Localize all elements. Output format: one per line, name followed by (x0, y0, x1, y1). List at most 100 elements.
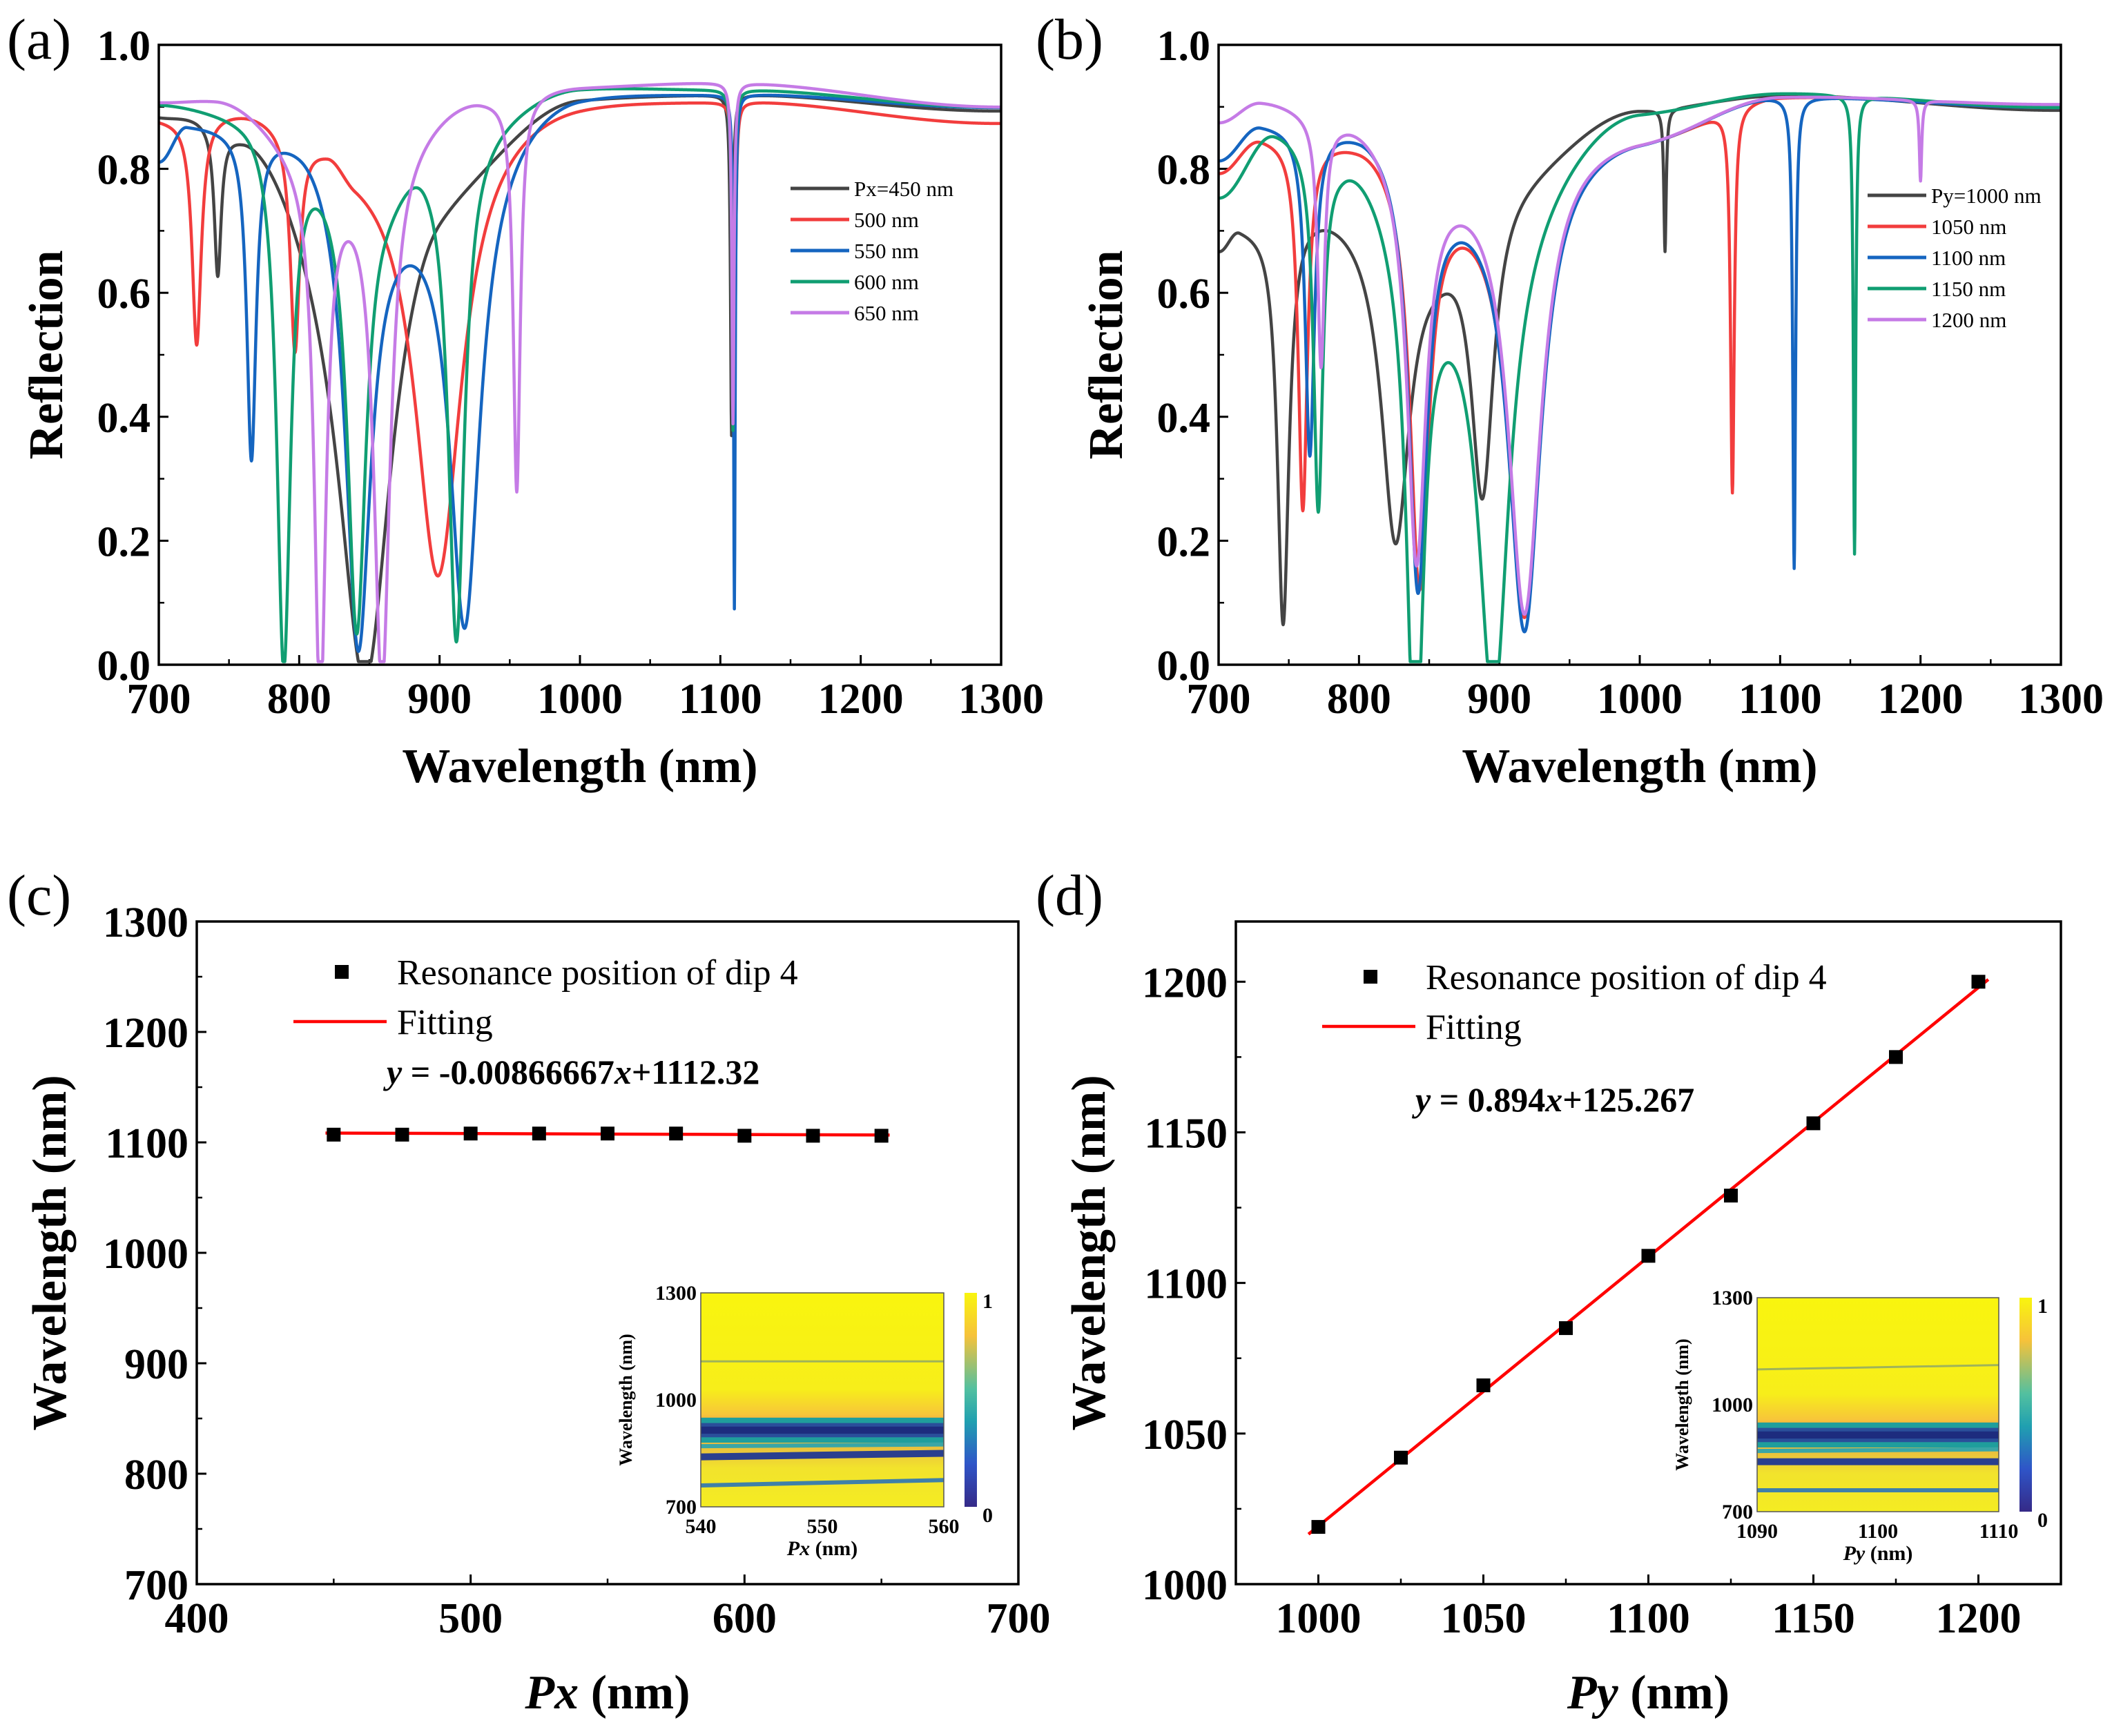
inset-x-tick: 560 (929, 1515, 960, 1538)
inset-y-label: Wavelength (nm) (1672, 1338, 1692, 1470)
legend-entry-0: Py=1000 nm (1931, 184, 2042, 208)
fit-equation-x: x (614, 1053, 632, 1091)
y-tick-label: 0.6 (97, 271, 151, 318)
y-tick-label: 0.0 (1157, 643, 1211, 690)
y-axis-label: Reflection (20, 250, 73, 459)
data-point (1559, 1321, 1573, 1336)
x-tick-label: 600 (713, 1595, 777, 1642)
inset-x-tick: 1090 (1736, 1520, 1778, 1543)
inset-band (1757, 1447, 1999, 1454)
data-point (737, 1129, 752, 1143)
data-point (1641, 1249, 1656, 1263)
series-line-1 (159, 101, 1001, 578)
y-tick-label: 0.0 (97, 643, 151, 690)
panel-label: (d) (1036, 864, 1103, 928)
legend-entry-1: 500 nm (854, 208, 919, 232)
data-point (669, 1127, 684, 1141)
y-tick-label: 1100 (105, 1120, 188, 1167)
plot-area (159, 81, 1001, 663)
x-axis-label: Py (nm) (1567, 1666, 1730, 1719)
y-tick-label: 0.8 (1157, 147, 1211, 194)
inset-x-tick: 540 (686, 1515, 717, 1538)
x-tick-label: 700 (987, 1595, 1051, 1642)
data-point (874, 1129, 889, 1143)
series-line-4 (1219, 95, 2061, 616)
legend-entry-4: 650 nm (854, 301, 919, 325)
inset-band (701, 1442, 944, 1449)
inset-colorbar (2019, 1298, 2032, 1512)
panel-d: (d) 1000 1050 1100 1150 1200 1000 1050 1100 1150 1… (1036, 864, 2062, 1719)
y-tick-label: 0.4 (1157, 395, 1211, 442)
y-tick-label: 1150 (1144, 1110, 1228, 1157)
x-axis-label: Wavelength (nm) (1462, 740, 1817, 793)
inset-x-label-var: Py (1843, 1542, 1866, 1565)
panel-b: (b) 700 800 900 1000 1100 1200 1300 0.0 0.2 0.4 0.6… (1036, 8, 2104, 793)
y-tick-label: 0.8 (97, 147, 151, 194)
series-line-3 (1219, 92, 2061, 663)
y-tick-label: 700 (124, 1562, 188, 1609)
colorbar-max-label: 1 (2037, 1295, 2048, 1318)
y-tick-label: 1200 (1142, 959, 1228, 1006)
y-tick-label: 1.0 (97, 23, 151, 70)
inset-x-label-unit: (nm) (1865, 1542, 1912, 1565)
data-point (1724, 1189, 1738, 1203)
plot-area (325, 1127, 890, 1143)
data-point (1806, 1116, 1821, 1131)
data-point (1889, 1050, 1903, 1064)
x-tick-label: 1200 (1936, 1595, 2022, 1642)
x-tick-label: 1200 (1878, 676, 1964, 723)
series-line-1 (1219, 96, 2061, 619)
x-tick-label: 1000 (1276, 1595, 1362, 1642)
legend-markers-label: Resonance position of dip 4 (1426, 958, 1827, 997)
inset-colorbar (965, 1293, 977, 1507)
y-axis-label: Wavelength (nm) (1063, 1075, 1116, 1430)
data-point (601, 1127, 614, 1141)
plot-frame (195, 920, 1020, 1586)
x-tick-label: 400 (165, 1595, 229, 1642)
inset-frame (1756, 1297, 1999, 1512)
y-tick-label: 800 (124, 1452, 188, 1499)
inset-bg (701, 1293, 944, 1507)
x-tick-label: 1100 (679, 676, 762, 723)
inset-heatmap: 1 0 540 550 560 700 1000 1300 Px (nm) Wavelength … (616, 1282, 993, 1560)
x-tick-label: 900 (407, 676, 472, 723)
inset-y-tick: 1300 (655, 1282, 697, 1305)
x-tick-label: 800 (267, 676, 331, 723)
plot-area (1219, 92, 2061, 663)
fit-equation: y = -0.00866667x+1112.32 (383, 1053, 759, 1091)
colorbar-min-label: 0 (982, 1504, 993, 1527)
inset-y-label: Wavelength (nm) (616, 1334, 636, 1465)
inset-y-tick: 700 (1722, 1501, 1753, 1523)
x-tick-label: 1300 (958, 676, 1044, 723)
x-tick-label: 500 (438, 1595, 503, 1642)
data-point (1311, 1520, 1326, 1534)
fit-equation-mid: = 0.894 (1431, 1080, 1545, 1119)
y-tick-label: 1100 (1144, 1261, 1228, 1308)
fit-equation-x: x (1544, 1080, 1562, 1119)
x-tick-label: 1150 (1772, 1595, 1855, 1642)
inset-dip4-line (1757, 1364, 1999, 1371)
plot-frame (1234, 920, 2062, 1586)
inset-frame (700, 1292, 944, 1508)
fit-equation-tail: +125.267 (1562, 1080, 1694, 1119)
x-tick-label: 700 (1187, 676, 1251, 723)
y-tick-label: 900 (124, 1341, 188, 1388)
x-tick-label: 700 (127, 676, 191, 723)
legend-entry-2: 550 nm (854, 239, 919, 263)
x-tick-label: 1000 (1597, 676, 1683, 723)
y-tick-label: 0.4 (97, 395, 151, 442)
inset-x-tick: 1100 (1858, 1520, 1898, 1543)
data-point (1971, 975, 1986, 989)
x-axis-label: Px (nm) (524, 1666, 690, 1719)
x-tick-label: 1100 (1607, 1595, 1690, 1642)
panel-label: (a) (7, 8, 71, 72)
y-tick-label: 1.0 (1157, 23, 1211, 70)
inset-bands (1757, 1364, 1999, 1492)
x-tick-label: 800 (1327, 676, 1391, 723)
legend-fit-label: Fitting (1426, 1008, 1522, 1047)
x-axis-label-var: Px (524, 1666, 579, 1719)
inset-y-tick: 700 (666, 1496, 697, 1519)
y-tick-label: 0.2 (97, 518, 151, 565)
inset-band (701, 1426, 944, 1434)
y-tick-label: 1000 (103, 1231, 188, 1278)
